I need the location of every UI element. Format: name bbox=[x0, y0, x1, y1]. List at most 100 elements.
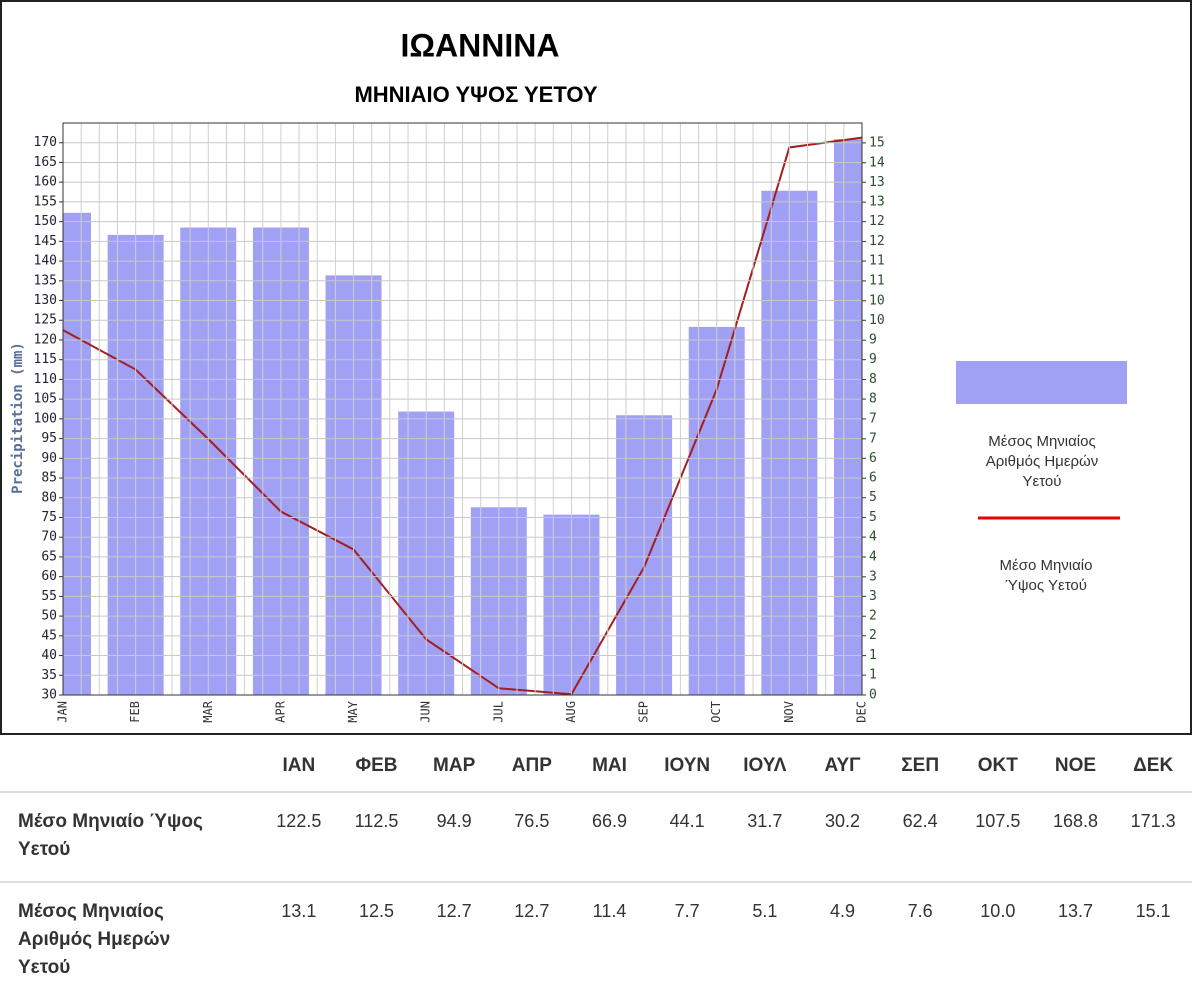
table-cell: 7.7 bbox=[675, 901, 700, 921]
y-tick-label: 155 bbox=[34, 194, 57, 209]
table-cell: 112.5 bbox=[355, 811, 399, 831]
y-tick-label: 90 bbox=[41, 451, 57, 466]
y2-tick-label: 2 bbox=[869, 609, 877, 624]
row-label: Μέσο Μηνιαίο Ύψος Υετού bbox=[18, 811, 203, 860]
y2-tick-label: 5 bbox=[869, 490, 877, 505]
y-tick-label: 165 bbox=[34, 155, 57, 170]
y-tick-label: 50 bbox=[41, 609, 57, 624]
y-axis-label: Precipitation (mm) bbox=[10, 342, 26, 494]
y-tick-label: 40 bbox=[41, 648, 57, 663]
y-tick-label: 115 bbox=[34, 352, 57, 367]
y-tick-label: 130 bbox=[34, 293, 57, 308]
table-cell: 11.4 bbox=[593, 901, 627, 921]
table-cell: 12.7 bbox=[514, 901, 549, 921]
y2-tick-label: 6 bbox=[869, 451, 877, 466]
row-label-line: Μέσο Μηνιαίο Ύψος bbox=[18, 811, 203, 832]
legend-label: Μέσο Μηνιαίο Ύψος Υετού bbox=[1000, 557, 1093, 594]
x-tick-label: MAR bbox=[201, 700, 215, 722]
y2-tick-label: 3 bbox=[869, 589, 877, 604]
y2-tick-label: 12 bbox=[869, 234, 885, 249]
legend-line: Αριθμός Ημερών bbox=[986, 453, 1099, 470]
bar bbox=[63, 212, 91, 695]
y-tick-label: 105 bbox=[34, 392, 57, 407]
table-cell: 30.2 bbox=[825, 811, 860, 831]
y2-tick-label: 6 bbox=[869, 471, 877, 486]
table-cell: 10.0 bbox=[980, 901, 1015, 921]
row-label-line: Αριθμός Ημερών bbox=[18, 929, 170, 950]
table-cell: 122.5 bbox=[276, 811, 321, 831]
y-tick-label: 65 bbox=[41, 549, 57, 564]
legend-line: Μέσο Μηνιαίο bbox=[1000, 557, 1093, 574]
table-header: ΑΥΓ bbox=[824, 755, 861, 776]
table-cell: 44.1 bbox=[670, 811, 705, 831]
y2-tick-label: 4 bbox=[869, 549, 877, 564]
row-label: Μέσος Μηνιαίος Αριθμός Ημερών Υετού bbox=[18, 901, 170, 978]
legend-line: Ύψος Υετού bbox=[1005, 577, 1087, 594]
x-tick-label: APR bbox=[273, 700, 287, 722]
y-tick-label: 45 bbox=[41, 628, 57, 643]
x-tick-label: JUL bbox=[491, 701, 505, 723]
table-header: ΣΕΠ bbox=[901, 755, 939, 776]
y2-tick-label: 7 bbox=[869, 411, 877, 426]
y-tick-label: 80 bbox=[41, 490, 57, 505]
x-tick-label: NOV bbox=[782, 701, 796, 723]
table-cell: 5.1 bbox=[752, 901, 777, 921]
y2-tick-label: 11 bbox=[869, 254, 885, 269]
table-header: ΟΚΤ bbox=[978, 755, 1019, 776]
y-tick-label: 35 bbox=[41, 668, 57, 683]
chart-subtitle: ΜΗΝΙΑΙΟ ΥΨΟΣ ΥΕΤΟΥ bbox=[354, 82, 597, 107]
y-tick-label: 30 bbox=[41, 688, 57, 703]
y-tick-label: 110 bbox=[34, 372, 57, 387]
x-tick-label: OCT bbox=[709, 701, 723, 723]
y2-tick-label: 13 bbox=[869, 175, 885, 190]
table-cell: 66.9 bbox=[592, 811, 627, 831]
y-tick-label: 145 bbox=[34, 234, 57, 249]
table-cell: 31.7 bbox=[747, 811, 782, 831]
table-header: ΦΕΒ bbox=[356, 755, 398, 776]
y2-tick-label: 11 bbox=[869, 273, 885, 288]
table-cell: 62.4 bbox=[903, 811, 938, 831]
x-tick-label: JAN bbox=[56, 701, 70, 723]
y2-tick-label: 3 bbox=[869, 569, 877, 584]
y-tick-label: 60 bbox=[41, 569, 57, 584]
y2-tick-label: 1 bbox=[869, 648, 877, 663]
y-tick-label: 160 bbox=[34, 175, 57, 190]
table-header: ΑΠΡ bbox=[512, 755, 552, 776]
table-cell: 13.7 bbox=[1058, 901, 1093, 921]
x-tick-label: AUG bbox=[564, 701, 578, 723]
y-tick-label: 55 bbox=[41, 589, 57, 604]
table-header: ΜΑΙ bbox=[592, 755, 627, 776]
row-label-line: Υετού bbox=[18, 839, 70, 860]
x-tick-label: SEP bbox=[637, 701, 651, 723]
frame bbox=[0, 0, 1192, 735]
y-tick-label: 100 bbox=[34, 411, 57, 426]
table-cell: 76.5 bbox=[514, 811, 549, 831]
y2-tick-label: 10 bbox=[869, 313, 885, 328]
table-cell: 12.5 bbox=[359, 901, 394, 921]
table-header: ΝΟΕ bbox=[1055, 755, 1096, 776]
y2-tick-label: 9 bbox=[869, 333, 877, 348]
y2-tick-label: 12 bbox=[869, 214, 885, 229]
y2-tick-label: 2 bbox=[869, 628, 877, 643]
row-label-line: Μέσος Μηνιαίος bbox=[18, 901, 164, 922]
legend-line: Υετού bbox=[1023, 473, 1062, 490]
y-tick-label: 140 bbox=[34, 254, 57, 269]
plot-border bbox=[62, 122, 863, 696]
y-tick-label: 70 bbox=[41, 530, 57, 545]
y-tick-label: 120 bbox=[34, 332, 57, 347]
y2-tick-label: 7 bbox=[869, 431, 877, 446]
table-cell: 4.9 bbox=[830, 901, 855, 921]
table-header: ΙΟΥΛ bbox=[743, 755, 786, 776]
y2-tick-label: 8 bbox=[869, 372, 877, 387]
table-header: ΔΕΚ bbox=[1133, 755, 1173, 776]
y2-tick-label: 5 bbox=[869, 510, 877, 525]
y2-tick-label: 14 bbox=[869, 155, 885, 170]
table-cell: 7.6 bbox=[908, 901, 933, 921]
table-cell: 171.3 bbox=[1131, 811, 1176, 831]
table-header: ΙΑΝ bbox=[282, 755, 315, 776]
y2-tick-label: 8 bbox=[869, 392, 877, 407]
table-header: ΜΑΡ bbox=[433, 755, 476, 776]
legend-label: Μέσος Μηνιαίος Αριθμός Ημερών Υετού bbox=[986, 433, 1099, 490]
table-cell: 168.8 bbox=[1053, 811, 1098, 831]
